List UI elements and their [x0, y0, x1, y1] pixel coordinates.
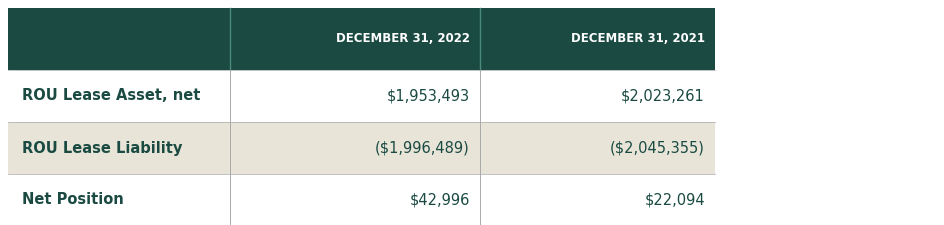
Text: $22,094: $22,094: [644, 193, 704, 207]
Text: DECEMBER 31, 2021: DECEMBER 31, 2021: [570, 32, 704, 45]
Text: $42,996: $42,996: [409, 193, 469, 207]
Bar: [8, 8, 715, 70]
Bar: [8, 174, 715, 225]
Text: $2,023,261: $2,023,261: [620, 88, 704, 104]
Text: ($1,996,489): ($1,996,489): [375, 140, 469, 155]
Bar: [8, 122, 715, 174]
Text: ROU Lease Asset, net: ROU Lease Asset, net: [22, 88, 200, 104]
Text: Net Position: Net Position: [22, 193, 124, 207]
Text: ($2,045,355): ($2,045,355): [610, 140, 704, 155]
Text: ROU Lease Liability: ROU Lease Liability: [22, 140, 182, 155]
Bar: [8, 70, 715, 122]
Text: DECEMBER 31, 2022: DECEMBER 31, 2022: [336, 32, 469, 45]
Text: $1,953,493: $1,953,493: [386, 88, 469, 104]
